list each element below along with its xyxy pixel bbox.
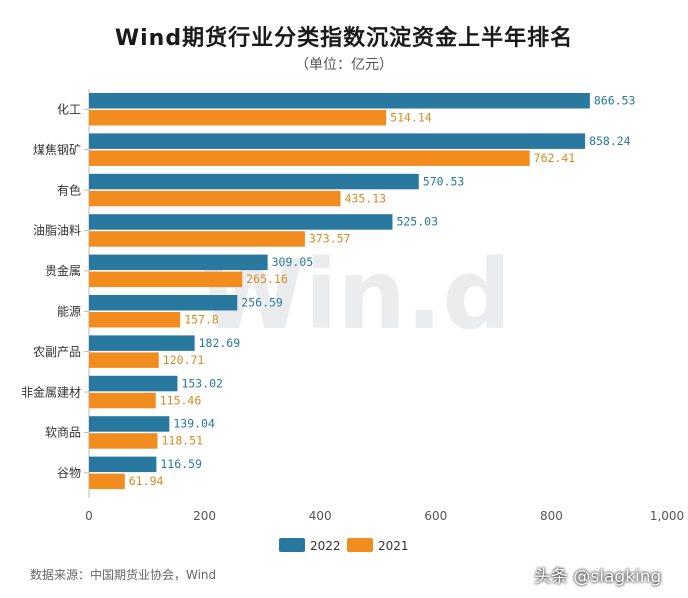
value-label-2021: 373.57 [309, 232, 351, 246]
data-source: 数据来源：中国期货业协会，Wind [30, 568, 217, 582]
value-label-2022: 858.24 [589, 134, 631, 148]
value-label-2022: 525.03 [396, 215, 438, 229]
bar-2021 [89, 312, 181, 328]
author-credit: 头条 @slagking [534, 567, 662, 587]
value-label-2021: 118.51 [161, 434, 203, 448]
value-label-2021: 762.41 [534, 151, 576, 165]
value-label-2021: 115.46 [160, 393, 202, 407]
x-tick-label: 1,000 [650, 509, 684, 523]
category-label: 软商品 [45, 425, 81, 440]
bar-2021 [89, 433, 158, 449]
category-label: 谷物 [57, 466, 81, 480]
value-label-2022: 182.69 [199, 336, 241, 350]
category-label: 贵金属 [45, 263, 81, 278]
x-tick-label: 600 [424, 509, 447, 523]
chart-title: Wind期货行业分类指数沉淀资金上半年排名 [114, 26, 574, 51]
x-tick-label: 400 [309, 509, 332, 523]
value-label-2021: 514.14 [390, 111, 432, 125]
bar-2022 [89, 214, 393, 230]
value-label-2021: 265.16 [246, 272, 288, 286]
bar-2022 [89, 254, 268, 271]
value-label-2022: 256.59 [241, 296, 283, 310]
bar-2022 [89, 133, 586, 149]
bar-2022 [89, 456, 157, 473]
legend-swatch-2022 [279, 538, 305, 552]
legend-swatch-2021 [347, 538, 373, 552]
category-label: 油脂油料 [33, 223, 81, 238]
bar-2022 [89, 93, 590, 109]
category-label: 非金属建材 [21, 384, 81, 399]
value-label-2021: 157.8 [184, 313, 219, 327]
category-label: 煤焦钢矿 [33, 143, 81, 157]
category-label: 农副产品 [33, 345, 81, 359]
value-label-2022: 139.04 [173, 417, 215, 431]
bar-2022 [89, 335, 195, 351]
value-label-2021: 435.13 [345, 191, 387, 205]
x-tick-label: 800 [540, 509, 563, 523]
bar-2021 [89, 190, 341, 207]
category-label: 能源 [57, 305, 81, 319]
bar-2021 [89, 150, 530, 166]
legend: 2022 2021 [279, 538, 409, 553]
legend-label-2021: 2021 [378, 539, 409, 553]
value-label-2022: 570.53 [423, 174, 465, 188]
bar-2022 [89, 416, 170, 432]
legend-label-2022: 2022 [310, 539, 341, 553]
value-label-2022: 866.53 [594, 94, 636, 108]
x-tick-label: 200 [193, 509, 216, 523]
value-label-2021: 120.71 [163, 353, 205, 367]
bar-2022 [89, 173, 419, 190]
value-label-2022: 116.59 [160, 457, 202, 471]
bar-2022 [89, 295, 238, 311]
bar-2021 [89, 352, 159, 368]
bar-2021 [89, 392, 156, 409]
bar-2021 [89, 110, 387, 126]
value-label-2022: 309.05 [272, 255, 314, 269]
bar-2021 [89, 473, 125, 490]
category-label: 有色 [57, 183, 81, 197]
chart-subtitle: （单位：亿元） [295, 57, 393, 73]
plot-area: 化工 866.53 514.14 煤焦钢矿 858.24 762.41 有色 570.53 43… [21, 89, 684, 523]
bar-2021 [89, 231, 305, 247]
value-label-2022: 153.02 [181, 376, 223, 390]
bar-2021 [89, 271, 243, 288]
x-tick-label: 0 [85, 509, 93, 523]
bar-2022 [89, 375, 178, 392]
value-label-2021: 61.94 [129, 474, 164, 488]
category-label: 化工 [57, 103, 81, 117]
